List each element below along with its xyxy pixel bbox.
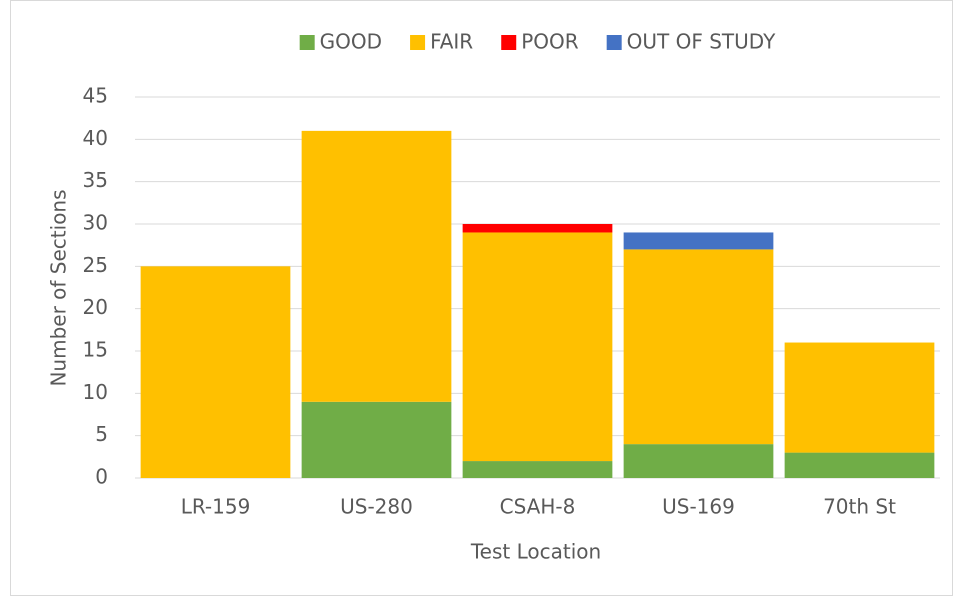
y-tick-label: 10 [83,380,108,404]
legend-label: GOOD [320,30,382,54]
bar-segment [462,232,613,462]
y-tick-label: 25 [83,253,108,277]
bar-segment [623,249,774,445]
y-tick-label: 0 [95,465,108,489]
x-tick-label: US-169 [662,495,735,519]
bar-segment [784,452,935,478]
bar-segment [140,266,291,478]
y-tick-label: 45 [83,84,108,108]
y-tick-label: 35 [83,168,108,192]
x-tick-label: CSAH-8 [500,495,576,519]
legend-swatch [606,35,622,50]
bar-segment [301,130,452,402]
x-tick-label: 70th St [823,495,896,519]
bar-segment [462,224,613,233]
y-tick-label: 20 [83,295,108,319]
x-axis-label: Test Location [470,540,601,564]
legend-label: POOR [521,30,579,54]
y-tick-label: 15 [83,338,108,362]
x-tick-label: US-280 [340,495,413,519]
bar-segment [301,401,452,478]
x-tick-label: LR-159 [181,495,251,519]
bar-segment [623,232,774,250]
bar-segment [623,444,774,478]
legend-label: OUT OF STUDY [627,30,776,54]
bar-segment [462,461,613,478]
y-axis-label: Number of Sections [47,189,71,386]
legend-label: FAIR [430,30,473,54]
bar-segment [784,342,935,453]
y-tick-label: 40 [83,126,108,150]
y-tick-label: 30 [83,211,108,235]
y-tick-label: 5 [95,422,108,446]
legend-swatch [410,35,426,50]
legend-swatch [299,35,315,50]
legend-swatch [501,35,517,50]
